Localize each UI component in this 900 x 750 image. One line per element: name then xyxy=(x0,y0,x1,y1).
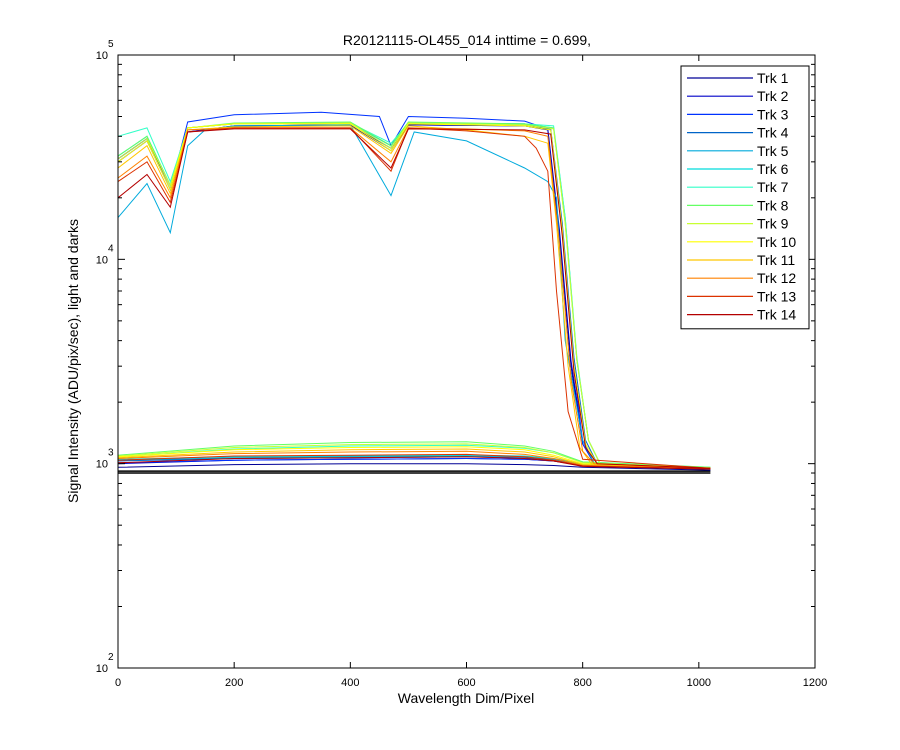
series-trk-12-light-line xyxy=(117,127,711,469)
series-trk-6-light-line xyxy=(117,122,711,469)
series-trk-14-light-line xyxy=(117,128,711,469)
y-tick-exponent: 5 xyxy=(108,39,114,50)
series-trk-8-light-line xyxy=(117,121,711,469)
x-tick-label: 1200 xyxy=(803,677,827,689)
series-trk-11-dark-line xyxy=(117,448,711,469)
legend-box xyxy=(680,65,810,330)
y-tick-exponent: 2 xyxy=(108,652,114,663)
plot-lines xyxy=(117,111,711,474)
x-tick-label: 400 xyxy=(341,677,359,689)
series-trk-10-dark-line xyxy=(117,446,711,469)
y-tick-label: 10 xyxy=(96,663,108,675)
legend-label: Trk 13 xyxy=(757,288,796,304)
series-trk-9-light-line xyxy=(117,122,711,469)
series-trk-1-dark-line xyxy=(117,463,711,471)
x-tick-label: 1000 xyxy=(687,677,711,689)
series-trk-4-light-line xyxy=(117,122,711,469)
legend-label: Trk 10 xyxy=(757,234,796,250)
x-axis: 0 200 400 600 800 1000 1200 xyxy=(115,55,827,689)
series-trk-5-light-line xyxy=(117,124,711,469)
legend-label: Trk 14 xyxy=(757,307,796,323)
series-trk-3-light-line xyxy=(117,111,711,469)
series-trk-8-dark-line xyxy=(117,441,711,468)
legend-label: Trk 12 xyxy=(757,270,796,286)
series-trk-11-light-line xyxy=(117,125,711,469)
series-trk-1-light-line xyxy=(117,124,711,469)
legend-label: Trk 8 xyxy=(757,197,789,213)
legend-label: Trk 6 xyxy=(757,161,789,177)
x-tick-label: 600 xyxy=(457,677,475,689)
legend-label: Trk 2 xyxy=(757,88,789,104)
legend-label: Trk 1 xyxy=(757,70,789,86)
x-axis-label: Wavelength Dim/Pixel xyxy=(398,690,534,706)
series-trk-9-dark-line xyxy=(117,443,711,469)
y-tick-exponent: 3 xyxy=(108,448,114,459)
y-tick-label: 10 xyxy=(96,50,108,62)
legend-label: Trk 9 xyxy=(757,216,789,232)
series-trk-7-light-line xyxy=(117,122,711,469)
series-trk-12-dark-line xyxy=(117,450,711,470)
series-trk-2-light-line xyxy=(117,124,711,469)
legend: Trk 1 Trk 2 Trk 3 Trk 4 Trk 5 Trk 6 Trk 7 Trk 8… xyxy=(680,65,810,330)
series-trk-14-dark-line xyxy=(117,456,711,470)
series-trk-10-light-line xyxy=(117,123,711,469)
y-tick-label: 10 xyxy=(96,254,108,266)
legend-label: Trk 3 xyxy=(757,106,789,122)
legend-label: Trk 11 xyxy=(757,252,795,268)
series-trk-13-dark-line xyxy=(117,453,711,470)
x-tick-label: 200 xyxy=(225,677,243,689)
y-axis-label: Signal Intensity (ADU/pix/sec), light an… xyxy=(65,219,81,503)
legend-label: Trk 4 xyxy=(757,125,789,141)
chart-title: R20121115-OL455_014 inttime = 0.699, xyxy=(343,32,591,48)
legend-label: Trk 5 xyxy=(757,143,789,159)
legend-label: Trk 7 xyxy=(757,179,789,195)
y-tick-exponent: 4 xyxy=(108,243,114,254)
x-tick-label: 800 xyxy=(573,677,591,689)
y-tick-label: 10 xyxy=(96,459,108,471)
series-trk-13-light-line xyxy=(117,127,711,469)
x-tick-label: 0 xyxy=(115,677,121,689)
